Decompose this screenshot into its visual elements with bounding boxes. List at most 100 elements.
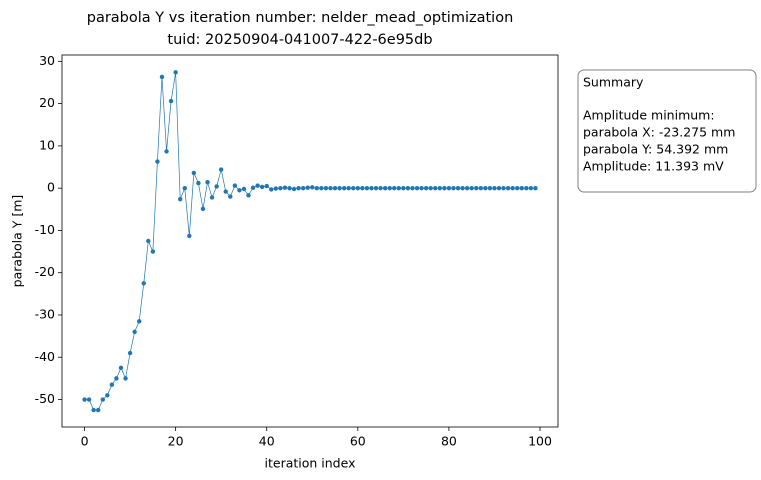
- y-tick-label: -10: [35, 222, 55, 237]
- data-point: [510, 185, 515, 191]
- data-point: [364, 185, 370, 191]
- data-point: [341, 185, 347, 191]
- data-point: [524, 185, 529, 191]
- data-point: [474, 185, 479, 191]
- y-tick-label: -30: [35, 306, 55, 321]
- data-point: [451, 185, 456, 191]
- data-point: [373, 185, 379, 191]
- data-point: [282, 185, 288, 190]
- data-point: [205, 180, 210, 185]
- data-point: [314, 185, 320, 191]
- data-point: [405, 185, 411, 191]
- data-point: [296, 185, 301, 191]
- data-point: [337, 185, 342, 191]
- summary-line: Amplitude minimum:: [583, 108, 715, 123]
- data-point: [127, 350, 133, 356]
- data-point: [182, 185, 187, 191]
- data-point: [328, 185, 333, 191]
- data-point: [237, 188, 242, 193]
- data-point: [442, 185, 447, 191]
- data-point: [428, 185, 433, 191]
- data-point: [469, 185, 474, 191]
- data-point: [177, 196, 183, 202]
- x-tick-label: 60: [350, 434, 366, 449]
- data-point: [505, 185, 511, 191]
- data-point: [278, 185, 283, 191]
- data-point: [305, 185, 310, 190]
- data-point: [232, 183, 238, 188]
- chart-subtitle: tuid: 20250904-041007-422-6e95db: [167, 32, 432, 48]
- data-point: [492, 185, 497, 191]
- x-tick-label: 40: [259, 434, 275, 449]
- data-point: [132, 329, 137, 335]
- data-point: [455, 185, 461, 191]
- data-point: [137, 319, 142, 324]
- data-point: [287, 185, 292, 191]
- data-point: [300, 185, 306, 191]
- data-point: [209, 195, 215, 200]
- chart-title: parabola Y vs iteration number: nelder_m…: [87, 10, 514, 26]
- data-point: [501, 185, 506, 191]
- data-point: [109, 382, 115, 387]
- y-tick-label: -40: [35, 349, 55, 364]
- data-point: [246, 193, 251, 198]
- data-point: [396, 185, 402, 191]
- data-point: [196, 180, 201, 186]
- data-point: [369, 185, 374, 191]
- y-tick-label: -50: [35, 391, 55, 406]
- summary-line: parabola X: -23.275 mm: [583, 125, 735, 140]
- data-point: [310, 185, 315, 190]
- data-point: [291, 186, 297, 192]
- data-point: [351, 185, 356, 191]
- data-point: [483, 185, 488, 191]
- data-point: [273, 186, 279, 191]
- x-tick-label: 20: [168, 434, 184, 449]
- x-tick-label: 100: [528, 434, 552, 449]
- data-point: [200, 206, 206, 212]
- data-point: [118, 365, 124, 371]
- data-point: [496, 185, 502, 191]
- data-point: [250, 185, 256, 190]
- data-point: [86, 397, 92, 402]
- data-point: [392, 185, 397, 191]
- data-point: [241, 186, 247, 192]
- data-point: [332, 185, 338, 191]
- x-tick-label: 80: [441, 434, 457, 449]
- data-point: [378, 185, 383, 191]
- data-point: [487, 185, 493, 191]
- data-point: [319, 185, 324, 191]
- data-point: [387, 185, 392, 191]
- data-point: [255, 183, 260, 188]
- data-point: [382, 185, 388, 191]
- data-point: [187, 233, 192, 239]
- summary-line: Amplitude: 11.393 mV: [583, 159, 724, 174]
- data-point: [218, 167, 224, 172]
- data-point: [519, 185, 524, 191]
- data-point: [346, 185, 351, 191]
- data-point: [460, 185, 465, 191]
- data-point: [228, 194, 233, 199]
- data-point: [264, 183, 269, 189]
- y-tick-label: 20: [39, 95, 55, 110]
- data-point: [433, 185, 438, 191]
- data-point: [269, 187, 274, 192]
- data-point: [419, 185, 424, 191]
- y-axis-label: parabola Y [m]: [10, 195, 25, 288]
- data-point: [105, 393, 110, 398]
- data-point: [515, 185, 520, 191]
- data-point: [414, 185, 420, 191]
- data-point: [355, 185, 361, 191]
- data-line: [84, 72, 536, 411]
- data-point: [323, 185, 329, 191]
- x-axis-label: iteration index: [265, 456, 356, 471]
- data-point: [91, 407, 96, 413]
- data-point: [150, 249, 156, 254]
- data-point: [168, 98, 174, 104]
- y-tick-label: 30: [39, 53, 55, 68]
- data-point: [82, 397, 87, 402]
- data-point: [191, 170, 197, 176]
- summary-box: [577, 69, 757, 193]
- summary-line: parabola Y: 54.392 mm: [583, 142, 728, 157]
- data-point: [401, 185, 406, 191]
